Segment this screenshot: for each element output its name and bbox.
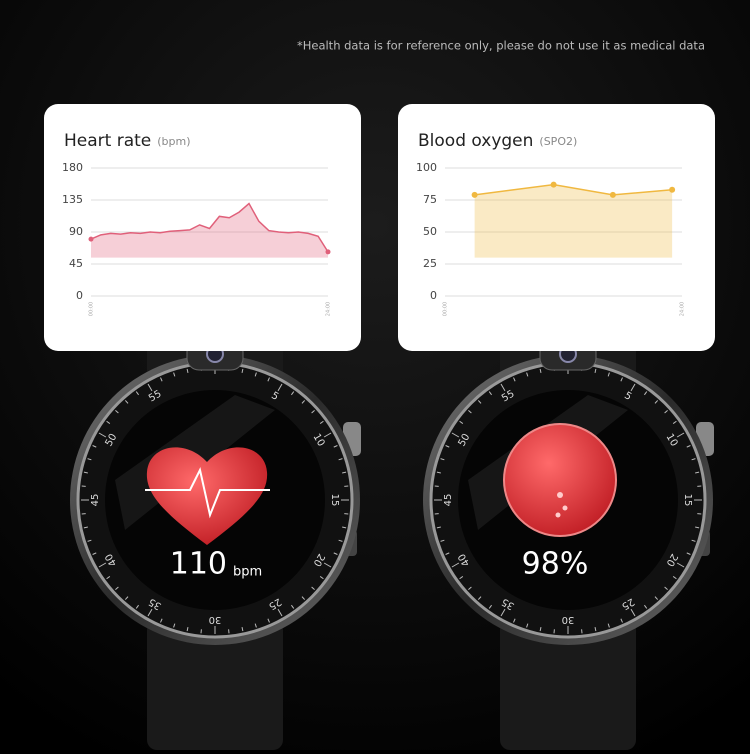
- y-tick-label: 100: [416, 161, 437, 174]
- reading: 98%: [522, 547, 589, 582]
- y-tick-label: 180: [62, 161, 83, 174]
- x-tick-label: 00:00: [443, 302, 449, 316]
- reading-unit: bpm: [233, 565, 262, 580]
- marker: [610, 192, 616, 198]
- bezel-number: 30: [562, 614, 575, 625]
- spo2-icon: [504, 424, 616, 536]
- marker: [669, 187, 675, 193]
- bezel-number: 15: [329, 494, 340, 507]
- chart-card: Heart rate (bpm) 0 45 90 135 180 00:00 24:00: [44, 104, 361, 351]
- chart-card: Blood oxygen (SPO2) 0 25 50 75 100 00:00 24:00: [398, 104, 715, 351]
- bubble: [563, 506, 568, 511]
- bubble: [556, 513, 561, 518]
- y-tick-label: 90: [69, 225, 83, 238]
- y-tick-label: 0: [76, 289, 83, 302]
- reading: 110: [170, 547, 227, 582]
- chart-title: Heart rate: [64, 131, 151, 151]
- x-tick-label: 00:00: [89, 302, 95, 316]
- chart-title: Blood oxygen: [418, 131, 533, 151]
- marker: [89, 237, 94, 242]
- x-tick-label: 24:00: [326, 302, 332, 316]
- x-tick-label: 24:00: [680, 302, 686, 316]
- y-tick-label: 75: [423, 193, 437, 206]
- chart-subtitle: (SPO2): [539, 135, 577, 148]
- marker: [326, 249, 331, 254]
- bezel-number: 15: [682, 494, 693, 507]
- disclaimer: *Health data is for reference only, plea…: [297, 39, 705, 53]
- y-tick-label: 45: [69, 257, 83, 270]
- area: [475, 185, 673, 258]
- marker: [551, 182, 557, 188]
- y-tick-label: 135: [62, 193, 83, 206]
- bubble: [557, 492, 563, 498]
- y-tick-label: 50: [423, 225, 437, 238]
- bezel-number: 45: [443, 494, 454, 507]
- y-tick-label: 0: [430, 289, 437, 302]
- y-tick-label: 25: [423, 257, 437, 270]
- chart-subtitle: (bpm): [157, 135, 190, 148]
- marker: [472, 192, 478, 198]
- bezel-number: 45: [90, 494, 101, 507]
- bezel-number: 30: [209, 614, 222, 625]
